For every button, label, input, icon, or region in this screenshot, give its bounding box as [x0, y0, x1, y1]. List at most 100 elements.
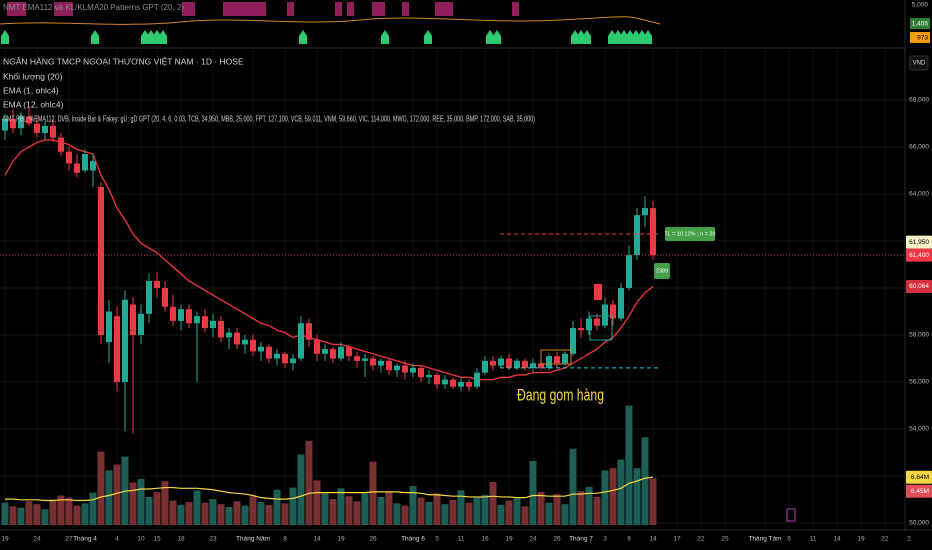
- x-tick-label: 4: [115, 536, 119, 543]
- indicator-line: [0, 16, 661, 25]
- candle-body: [58, 137, 64, 152]
- candle-body: [298, 323, 304, 359]
- volume-bar: [273, 489, 281, 525]
- signal-flag: [247, 2, 254, 16]
- candle-body: [186, 309, 192, 324]
- candle-body: [442, 379, 448, 385]
- currency-button[interactable]: [909, 55, 929, 71]
- candle-body: [370, 358, 376, 366]
- x-tick-label: Tháng 4: [73, 536, 97, 543]
- volume-bar: [649, 478, 657, 525]
- x-tick-label: 5: [435, 536, 439, 543]
- volume-bar: [609, 468, 617, 525]
- volume-bar: [345, 496, 353, 525]
- x-tick-label: 14: [833, 536, 841, 543]
- candle-body: [234, 332, 240, 345]
- x-tick-label: 9: [627, 536, 631, 543]
- candle-body: [170, 306, 176, 321]
- candle-body: [314, 339, 320, 354]
- signal-flag: [229, 2, 236, 16]
- candle-body: [74, 163, 80, 173]
- legend-line: EMA (1, ohlc4): [3, 85, 59, 95]
- price-axis: [905, 0, 932, 550]
- candle-body: [522, 360, 528, 368]
- x-tick-label: 11: [810, 536, 817, 543]
- candle-body: [450, 379, 456, 387]
- x-tick-label: Tháng 7: [569, 536, 593, 543]
- x-tick-label: 14: [313, 536, 321, 543]
- candle-body: [338, 346, 344, 359]
- top-axis-label: 5,000: [912, 2, 929, 9]
- volume-bar: [409, 486, 417, 525]
- chart-title: NGÂN HÀNG TMCP NGOẠI THƯƠNG VIỆT NAM · 1…: [3, 56, 244, 66]
- candle-body: [554, 356, 560, 364]
- x-tick-label: 22: [697, 536, 705, 543]
- signal-flag: [66, 2, 73, 16]
- volume-bar: [561, 504, 569, 525]
- volume-bar: [177, 504, 185, 525]
- candle-body: [34, 123, 40, 133]
- x-tick-label: 19: [337, 536, 345, 543]
- candle-body: [570, 327, 576, 354]
- x-tick-label: 19: [1, 536, 9, 543]
- signal-flag: [54, 2, 61, 16]
- volume-bar: [641, 437, 649, 525]
- volume-bar: [369, 461, 377, 525]
- candle-body: [610, 304, 616, 319]
- volume-bar: [489, 481, 497, 525]
- x-tick-label: Tháng 6: [401, 536, 425, 543]
- volume-bar: [401, 505, 409, 525]
- candle-body: [506, 358, 512, 368]
- volume-bar: [49, 499, 57, 525]
- volume-bar: [145, 496, 153, 525]
- currency-label[interactable]: VND: [913, 61, 926, 67]
- x-tick-label: 11: [458, 536, 465, 543]
- candle-body: [618, 288, 624, 319]
- price-label: 61,950: [909, 239, 929, 246]
- volume-bar: [465, 502, 473, 525]
- signal-flag: [512, 2, 519, 16]
- signal-arrow: [424, 30, 432, 44]
- candle-body: [122, 299, 128, 383]
- x-tick-label: Tháng Năm: [236, 536, 270, 543]
- candle-body: [306, 323, 312, 340]
- signal-flag: [182, 2, 189, 16]
- candle-body: [378, 360, 384, 366]
- signal-flag: [253, 2, 260, 16]
- top-label-bg: [906, 0, 932, 10]
- volume-bar: [161, 481, 169, 525]
- candle-body: [266, 346, 272, 359]
- volume-bar: [41, 509, 49, 525]
- x-tick-label: 3: [603, 536, 607, 543]
- candle-body: [626, 255, 632, 289]
- annotation: Đang gom hàng: [517, 385, 604, 404]
- candle-body: [650, 208, 656, 256]
- candle-body: [274, 353, 280, 359]
- x-tick-label: 19: [505, 536, 513, 543]
- candle-body: [90, 161, 96, 171]
- volume-bar: [537, 491, 545, 525]
- volume-bar: [89, 492, 97, 525]
- candle-body: [458, 382, 464, 387]
- x-tick-label: 24: [33, 536, 41, 543]
- volume-bar: [425, 501, 433, 525]
- x-tick-label: 25: [721, 536, 729, 543]
- price-label-bg: [906, 279, 932, 293]
- top-axis-badge: [910, 32, 930, 43]
- signal-arrow: [583, 30, 591, 44]
- volume-label-bg: [906, 470, 932, 484]
- marker: [786, 508, 796, 522]
- volume-bar: [105, 470, 113, 525]
- candle-body: [362, 358, 368, 361]
- signal-flag: [60, 2, 67, 16]
- candle-body: [26, 116, 32, 124]
- candle-body: [410, 367, 416, 373]
- volume-bar: [81, 503, 89, 525]
- signal-flag: [235, 2, 242, 16]
- volume-bar: [441, 504, 449, 525]
- signal-arrow: [493, 30, 501, 44]
- candle-body: [218, 320, 224, 338]
- callout-text: 2389: [656, 268, 668, 274]
